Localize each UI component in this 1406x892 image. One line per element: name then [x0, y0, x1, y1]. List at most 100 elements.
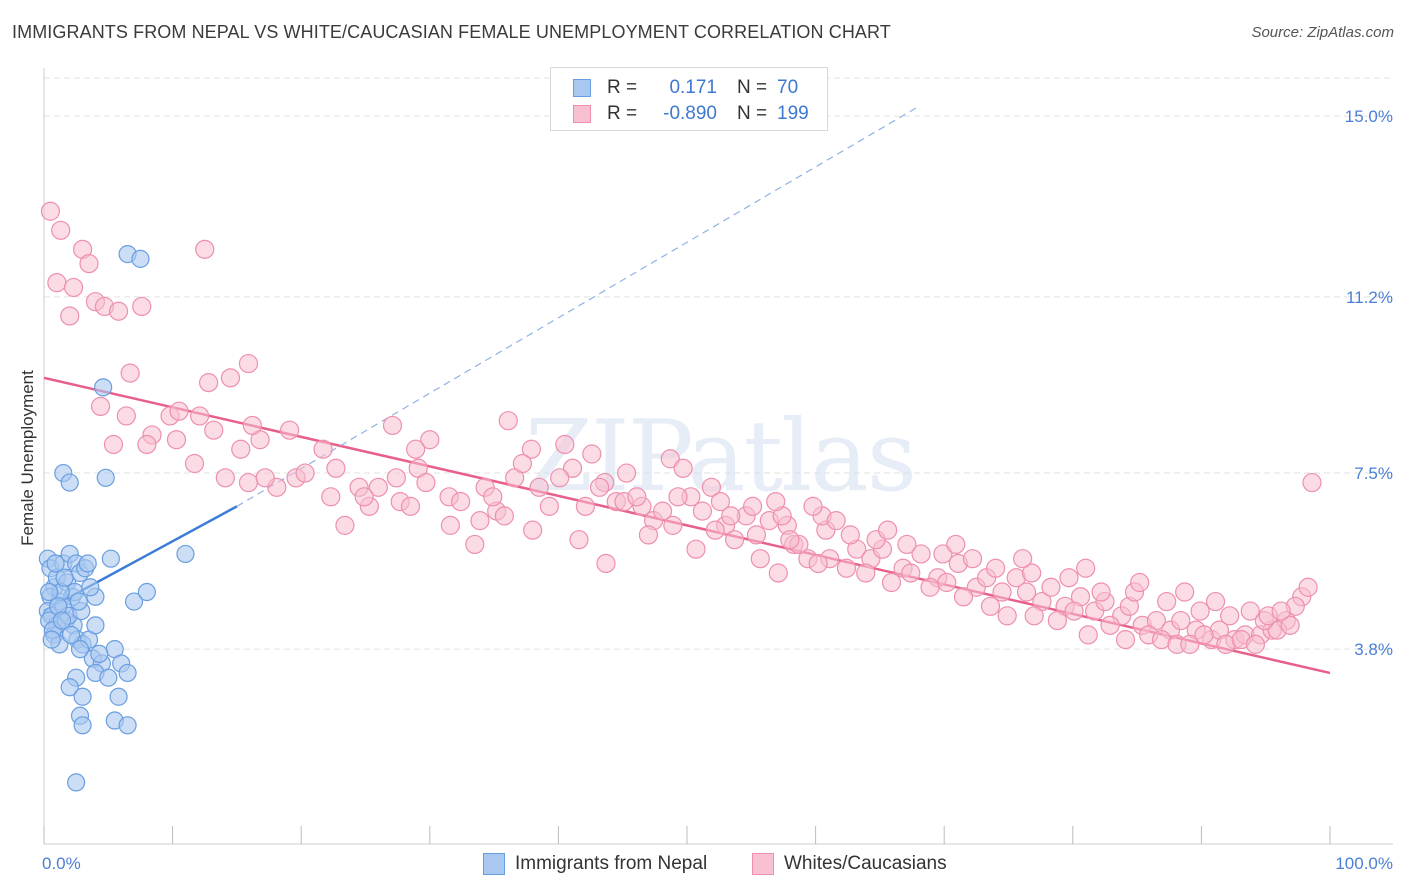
data-point-white: [1100, 615, 1120, 635]
data-point-nepal: [137, 582, 156, 602]
data-point-white: [1180, 634, 1200, 654]
data-point-white: [589, 477, 610, 497]
data-point-nepal: [60, 473, 79, 492]
n-value: 70: [777, 77, 799, 98]
data-point-white: [238, 472, 259, 493]
data-point-white: [1041, 577, 1061, 597]
data-point-white: [596, 553, 616, 574]
data-point-nepal: [61, 625, 81, 644]
n-label: N =: [737, 103, 768, 124]
data-point-nepal: [55, 568, 74, 587]
data-point-white: [569, 530, 589, 550]
data-point-white: [946, 534, 966, 555]
data-point-white: [1171, 610, 1191, 631]
nepal-points: [38, 245, 195, 792]
data-point-white: [47, 273, 67, 293]
correlation-legend: R = 0.171 N = 70 R = -0.890 N = 199: [550, 67, 828, 131]
data-point-white: [313, 439, 333, 459]
data-point-white: [616, 463, 637, 483]
data-point-white: [382, 415, 403, 436]
r-label: R =: [607, 77, 638, 98]
data-point-white: [962, 549, 983, 569]
data-point-white: [1115, 630, 1136, 650]
data-point-nepal: [109, 687, 128, 706]
data-point-nepal: [40, 582, 59, 602]
data-point-white: [335, 515, 355, 535]
data-point-white: [701, 477, 722, 497]
data-point-white: [721, 506, 741, 526]
white-caucasian-points: [40, 201, 1322, 654]
data-point-white: [539, 496, 559, 516]
data-point-white: [470, 511, 490, 531]
data-point-white: [40, 201, 61, 221]
data-point-white: [498, 411, 518, 431]
data-point-white: [166, 430, 187, 450]
data-point-white: [190, 406, 210, 426]
data-point-nepal: [60, 678, 79, 697]
data-point-nepal: [176, 544, 195, 564]
data-point-white: [897, 534, 917, 555]
data-point-white: [1280, 615, 1300, 635]
data-point-nepal: [81, 578, 100, 597]
data-point-white: [529, 477, 549, 497]
data-point-nepal: [124, 592, 144, 611]
data-point-white: [562, 458, 583, 478]
data-point-white: [416, 472, 436, 493]
legend-item-nepal[interactable]: Immigrants from Nepal: [483, 852, 707, 876]
data-point-white: [768, 563, 788, 583]
data-point-white: [220, 368, 241, 388]
data-point-white: [231, 439, 251, 459]
data-point-white: [199, 373, 219, 393]
data-point-nepal: [131, 249, 150, 268]
data-point-white: [1271, 601, 1291, 621]
data-point-white: [986, 558, 1006, 578]
data-point-white: [238, 353, 259, 374]
data-point-white: [512, 453, 532, 474]
data-point-nepal: [101, 549, 120, 568]
data-point-nepal: [73, 716, 92, 735]
data-point-white: [51, 220, 71, 240]
data-point-white: [184, 453, 205, 474]
data-point-white: [204, 420, 224, 440]
data-point-white: [803, 496, 823, 516]
data-point-white: [1190, 601, 1210, 621]
data-point-white: [826, 511, 846, 531]
data-point-white: [108, 301, 129, 321]
data-point-nepal: [86, 616, 105, 635]
data-point-white: [750, 549, 770, 569]
data-point-white: [660, 449, 680, 469]
data-point-white: [724, 530, 745, 550]
chart-title: IMMIGRANTS FROM NEPAL VS WHITE/CAUCASIAN…: [12, 22, 891, 42]
data-point-white: [368, 477, 388, 497]
n-value: 199: [777, 103, 809, 124]
data-point-nepal: [73, 687, 92, 706]
data-point-white: [451, 491, 471, 512]
data-point-white: [575, 496, 596, 516]
axis-labels: 3.8% 7.5% 11.2% 15.0%: [1345, 107, 1393, 659]
data-point-white: [79, 254, 99, 274]
data-point-white: [523, 520, 543, 540]
data-point-white: [354, 487, 374, 507]
data-point-white: [582, 444, 602, 464]
data-point-white: [840, 525, 860, 545]
source-credit: Source: ZipAtlas.com: [1251, 24, 1394, 41]
y-tick-label: 11.2%: [1346, 288, 1393, 307]
n-label: N =: [737, 77, 768, 98]
legend-label-nepal: Immigrants from Nepal: [515, 853, 708, 874]
data-point-white: [933, 544, 953, 564]
data-point-white: [673, 458, 693, 478]
y-tick-label: 15.0%: [1345, 107, 1393, 126]
data-point-nepal: [69, 592, 88, 611]
data-point-white: [521, 439, 541, 459]
data-point-white: [1064, 601, 1084, 621]
data-point-white: [465, 534, 485, 555]
data-point-white: [494, 506, 514, 526]
r-label: R =: [607, 103, 638, 124]
legend-item-white[interactable]: Whites/Caucasians: [752, 852, 947, 876]
data-point-white: [295, 463, 315, 483]
data-point-nepal: [90, 644, 109, 663]
data-point-white: [1130, 572, 1150, 593]
data-point-white: [63, 277, 84, 298]
data-point-white: [668, 487, 688, 507]
